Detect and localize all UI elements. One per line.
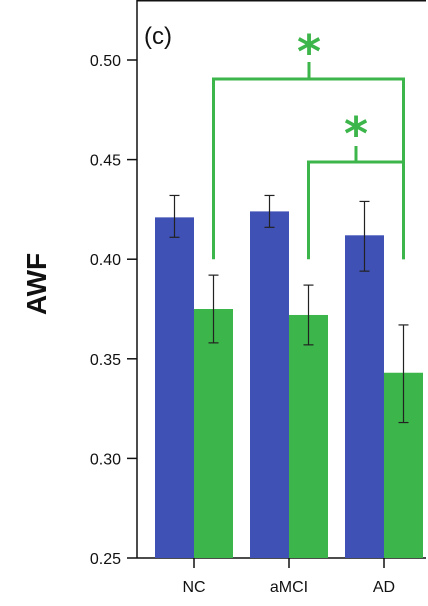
bar-amci-series2 [289, 314, 328, 558]
bar-nc-series2 [194, 309, 233, 558]
x-tick-label-amci: aMCI [270, 579, 308, 596]
significance-star-nc-ad: * [297, 25, 321, 79]
significance-star-amci-ad: * [344, 107, 368, 161]
y-tick-label: 0.30 [90, 451, 121, 468]
y-axis-label: AWF [21, 253, 52, 315]
y-tick-label: 0.50 [90, 53, 121, 70]
plot-area: 0.25 0.30 0.35 0.40 0.45 0.50 NC aMCI AD * * [90, 0, 426, 596]
panel-label: (c) [144, 23, 172, 50]
bar-amci-series1 [250, 211, 289, 558]
y-tick-label: 0.25 [90, 551, 121, 568]
y-tick-label: 0.45 [90, 153, 121, 170]
bar-nc-series1 [155, 217, 194, 559]
y-tick-label: 0.40 [90, 252, 121, 269]
x-tick-label-ad: AD [373, 579, 395, 596]
y-tick-label: 0.35 [90, 352, 121, 369]
x-tick-label-nc: NC [182, 579, 205, 596]
bar-ad-series1 [345, 235, 384, 558]
